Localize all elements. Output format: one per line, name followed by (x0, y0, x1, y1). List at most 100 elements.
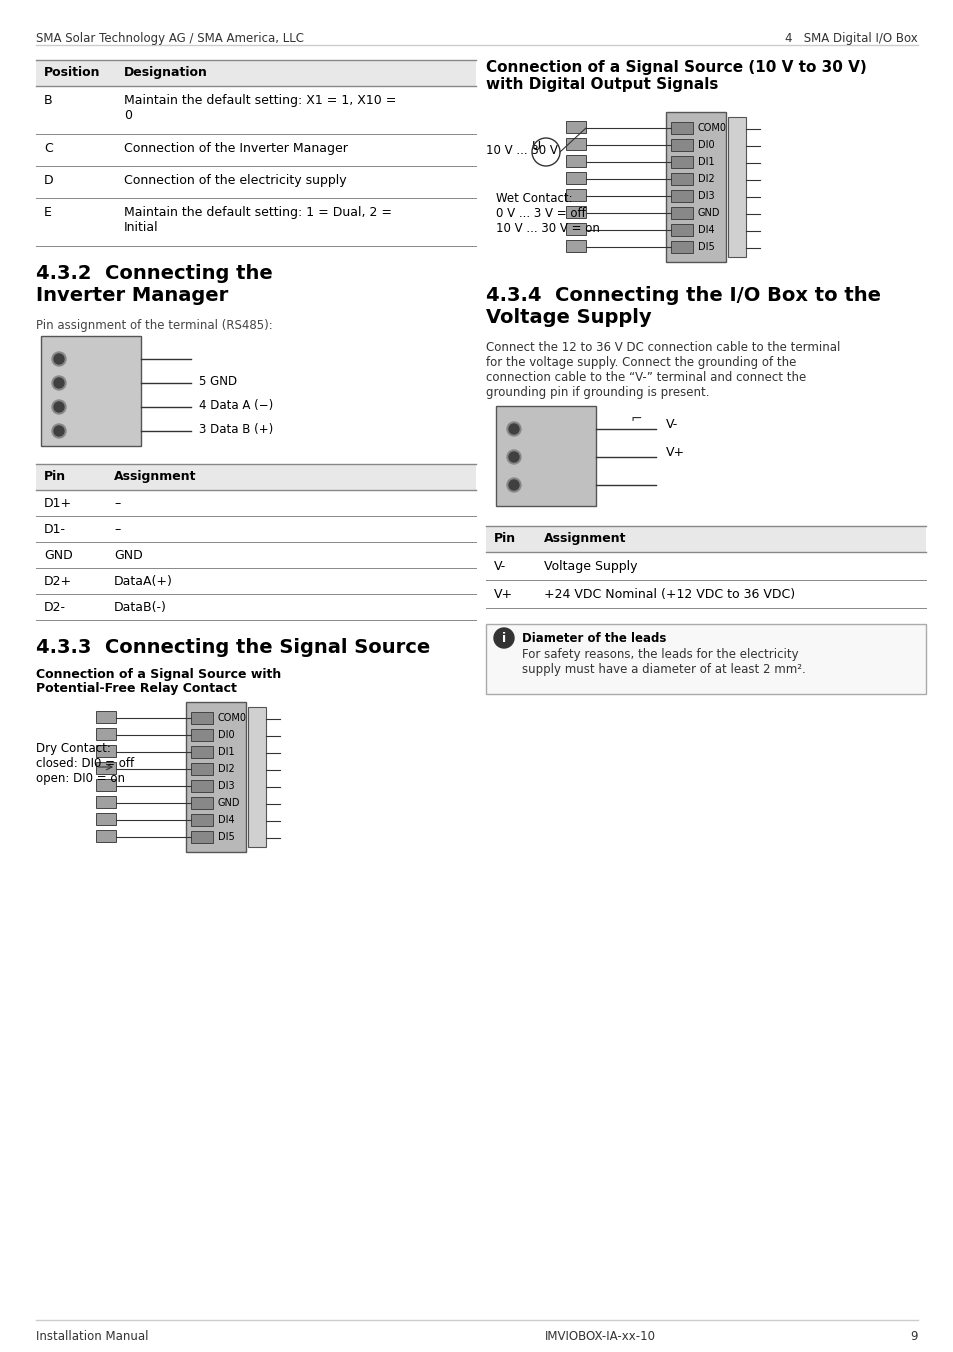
Text: DI2: DI2 (218, 764, 234, 773)
Bar (41, 337, 141, 446)
Text: 9: 9 (909, 1330, 917, 1343)
Text: GND: GND (698, 208, 720, 218)
Text: GND: GND (218, 798, 240, 808)
Text: COM0: COM0 (218, 713, 247, 723)
Text: Connection of a Signal Source with: Connection of a Signal Source with (36, 668, 281, 681)
Bar (191, 831, 213, 844)
Bar (565, 138, 585, 150)
Text: For safety reasons, the leads for the electricity
supply must have a diameter of: For safety reasons, the leads for the el… (521, 648, 805, 676)
Text: D2-: D2- (44, 602, 66, 614)
Bar (670, 224, 692, 237)
Text: D: D (44, 174, 53, 187)
Text: DI5: DI5 (698, 242, 714, 251)
Text: 3 Data B (+): 3 Data B (+) (199, 423, 273, 435)
Circle shape (54, 379, 64, 388)
Circle shape (54, 426, 64, 435)
Text: V-: V- (494, 560, 506, 573)
Bar (96, 711, 116, 723)
Text: 4   SMA Digital I/O Box: 4 SMA Digital I/O Box (784, 32, 917, 45)
Bar (565, 241, 585, 251)
Bar (36, 59, 476, 87)
Text: Pin: Pin (44, 470, 66, 483)
Text: V+: V+ (494, 588, 513, 602)
Circle shape (52, 352, 66, 366)
Text: Wet Contact:
0 V ... 3 V = off
10 V ... 30 V = on: Wet Contact: 0 V ... 3 V = off 10 V ... … (496, 192, 599, 235)
Text: Connection of the electricity supply: Connection of the electricity supply (124, 174, 346, 187)
Text: DI4: DI4 (218, 815, 234, 825)
Text: Assignment: Assignment (543, 531, 626, 545)
Bar (96, 763, 116, 773)
Text: –: – (113, 523, 120, 535)
Bar (670, 241, 692, 253)
Bar (565, 223, 585, 235)
Circle shape (509, 452, 518, 462)
Text: V+: V+ (665, 446, 684, 458)
Circle shape (52, 376, 66, 389)
Text: DI0: DI0 (698, 141, 714, 150)
Bar (670, 173, 692, 185)
Text: DI1: DI1 (218, 748, 234, 757)
Bar (670, 139, 692, 151)
Text: Dry Contact:
closed: DI0 = off
open: DI0 = on: Dry Contact: closed: DI0 = off open: DI0… (36, 742, 134, 786)
Text: 5 GND: 5 GND (199, 375, 237, 388)
Text: B: B (44, 95, 52, 107)
Text: DI3: DI3 (698, 191, 714, 201)
Circle shape (509, 480, 518, 489)
Bar (565, 189, 585, 201)
Text: +24 VDC Nominal (+12 VDC to 36 VDC): +24 VDC Nominal (+12 VDC to 36 VDC) (543, 588, 794, 602)
Circle shape (54, 354, 64, 364)
Text: Connection of the Inverter Manager: Connection of the Inverter Manager (124, 142, 348, 155)
Bar (191, 746, 213, 758)
Bar (670, 191, 692, 201)
Circle shape (52, 400, 66, 414)
Text: –: – (113, 498, 120, 510)
Text: Position: Position (44, 66, 100, 78)
Text: Voltage Supply: Voltage Supply (543, 560, 637, 573)
Bar (96, 779, 116, 791)
Text: ⌐: ⌐ (630, 411, 641, 425)
Bar (191, 796, 213, 808)
Text: Maintain the default setting: 1 = Dual, 2 =
Initial: Maintain the default setting: 1 = Dual, … (124, 206, 392, 234)
Circle shape (54, 402, 64, 412)
Text: Pin assignment of the terminal (RS485):: Pin assignment of the terminal (RS485): (36, 319, 273, 333)
Bar (665, 112, 725, 262)
Bar (485, 625, 925, 694)
Bar (191, 780, 213, 792)
Circle shape (506, 422, 520, 435)
Circle shape (509, 425, 518, 434)
Text: DI3: DI3 (218, 781, 234, 791)
Text: 4.3.4  Connecting the I/O Box to the
Voltage Supply: 4.3.4 Connecting the I/O Box to the Volt… (485, 287, 880, 327)
Text: SMA Solar Technology AG / SMA America, LLC: SMA Solar Technology AG / SMA America, L… (36, 32, 304, 45)
Bar (496, 406, 596, 506)
Text: GND: GND (44, 549, 72, 562)
Text: Installation Manual: Installation Manual (36, 1330, 149, 1343)
Bar (485, 526, 925, 552)
Text: i: i (501, 631, 505, 645)
Text: DataA(+): DataA(+) (113, 575, 172, 588)
Text: 4.3.3  Connecting the Signal Source: 4.3.3 Connecting the Signal Source (36, 638, 430, 657)
Text: 4.3.2  Connecting the
Inverter Manager: 4.3.2 Connecting the Inverter Manager (36, 264, 273, 306)
Bar (186, 702, 246, 852)
Text: Connect the 12 to 36 V DC connection cable to the terminal
for the voltage suppl: Connect the 12 to 36 V DC connection cab… (485, 341, 840, 399)
Text: 4 Data A (−): 4 Data A (−) (199, 399, 273, 412)
Text: Assignment: Assignment (113, 470, 196, 483)
Circle shape (494, 627, 514, 648)
Bar (96, 796, 116, 808)
Circle shape (506, 479, 520, 492)
Bar (36, 464, 476, 489)
Bar (248, 707, 266, 846)
Text: 10 V ... 30 V: 10 V ... 30 V (485, 145, 558, 157)
Text: COM0: COM0 (698, 123, 726, 132)
Bar (191, 763, 213, 775)
Bar (670, 122, 692, 134)
Bar (565, 155, 585, 168)
Bar (191, 713, 213, 725)
Bar (670, 207, 692, 219)
Text: GND: GND (113, 549, 143, 562)
Bar (191, 729, 213, 741)
Bar (191, 814, 213, 826)
Text: V-: V- (665, 418, 678, 431)
Bar (96, 830, 116, 842)
Circle shape (506, 450, 520, 464)
Text: Connection of a Signal Source (10 V to 30 V)
with Digital Output Signals: Connection of a Signal Source (10 V to 3… (485, 59, 866, 92)
